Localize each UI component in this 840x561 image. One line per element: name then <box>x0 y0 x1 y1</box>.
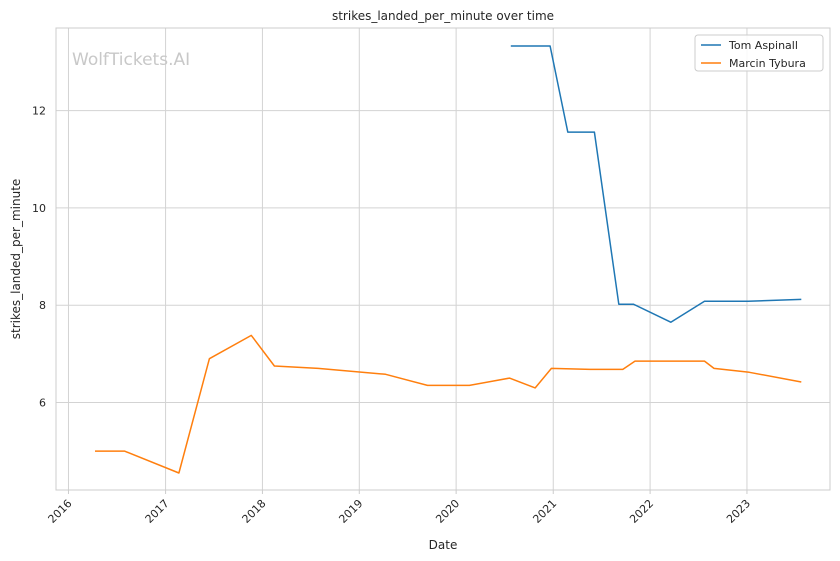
x-tick-label: 2020 <box>433 497 462 526</box>
series-line-0 <box>510 45 802 323</box>
x-tick-label: 2019 <box>336 497 365 526</box>
x-tick-label: 2018 <box>240 497 269 526</box>
y-tick-labels: 6 8 10 12 <box>32 105 46 410</box>
plot-area-frame <box>55 27 831 491</box>
x-tick-label: 2017 <box>143 497 172 526</box>
y-tick-label: 12 <box>32 105 46 118</box>
series-lines <box>95 45 802 474</box>
legend-box <box>694 34 824 72</box>
x-tick-label: 2023 <box>724 497 753 526</box>
y-tick-label: 8 <box>39 299 46 312</box>
x-tick-label: 2022 <box>627 497 656 526</box>
legend: Tom Aspinall Marcin Tybura <box>694 34 824 72</box>
chart-title: strikes_landed_per_minute over time <box>332 9 554 23</box>
y-gridlines <box>56 110 830 403</box>
x-axis-label: Date <box>429 538 458 552</box>
x-tick-label: 2016 <box>46 497 75 526</box>
series-line-1 <box>95 334 802 474</box>
legend-label: Tom Aspinall <box>728 39 798 52</box>
legend-label: Marcin Tybura <box>729 57 806 70</box>
y-tick-label: 6 <box>39 396 46 409</box>
y-axis-label: strikes_landed_per_minute <box>9 179 23 340</box>
y-tick-label: 10 <box>32 202 46 215</box>
x-tick-labels: 2016 2017 2018 2019 2020 2021 2022 2023 <box>46 490 753 526</box>
watermark-text: WolfTickets.AI <box>72 50 190 70</box>
x-tick-label: 2021 <box>530 497 559 526</box>
x-gridlines <box>67 28 748 490</box>
